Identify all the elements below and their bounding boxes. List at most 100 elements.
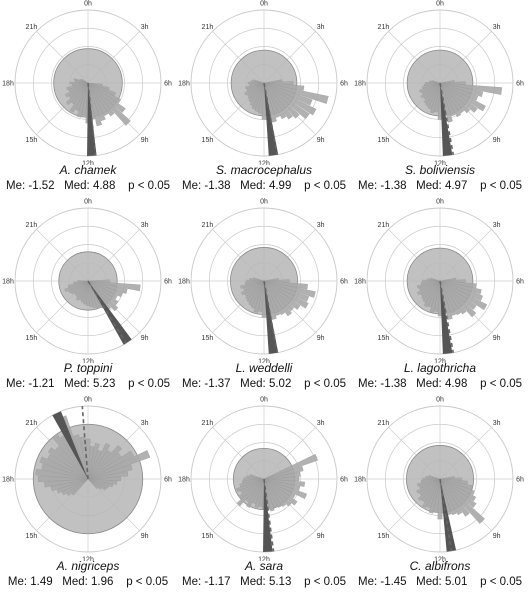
mean-value: -1.21 — [28, 378, 55, 390]
stats-line: Me: -1.37 Med: 5.02 p < 0.05 — [176, 377, 352, 391]
hour-tick-label: 9h — [141, 137, 149, 144]
species-title: A. chamek — [59, 163, 117, 177]
histogram-bar — [263, 280, 316, 298]
hour-tick-label: 15h — [202, 335, 214, 342]
histogram-bar — [439, 478, 477, 502]
histogram-bar — [263, 478, 300, 491]
histogram-bar — [87, 82, 116, 96]
histogram-bar — [263, 280, 286, 316]
hour-tick-label: 9h — [493, 335, 501, 342]
hour-tick-label: 3h — [317, 24, 325, 31]
histogram-bar — [417, 478, 441, 502]
histogram-bar — [439, 82, 453, 123]
circular-plot: 0h 3h 6h 9h 12h 15h 18h 21h — [2, 199, 172, 364]
hour-tick-label: 21h — [378, 24, 390, 31]
histogram-bar — [439, 280, 488, 311]
histogram-bar — [263, 280, 310, 302]
med-label: Med: — [240, 576, 266, 588]
p-value: p < 0.05 — [128, 180, 171, 192]
histogram-bar — [263, 478, 308, 499]
histogram-bar — [87, 280, 101, 309]
mean-value: -1.17 — [204, 576, 231, 588]
hour-tick-label: 0h — [436, 1, 444, 8]
histogram-bar — [439, 478, 463, 516]
histogram-bar — [263, 280, 308, 290]
median-line — [439, 280, 455, 353]
histogram-bar — [263, 280, 292, 317]
histogram-bar — [87, 280, 123, 298]
histogram-bar — [85, 438, 91, 480]
species-title: A. sara — [244, 559, 283, 573]
histogram-bar — [439, 81, 466, 85]
median-line — [439, 82, 455, 155]
species-title: S. boliviensis — [404, 163, 476, 177]
mean-value: -1.52 — [28, 180, 55, 192]
histogram-bar — [252, 478, 265, 505]
histogram-bar — [66, 478, 89, 496]
hour-tick-label: 21h — [26, 420, 38, 427]
me-label: Me: — [357, 378, 378, 390]
me-label: Me: — [357, 576, 378, 588]
hour-tick-label: 15h — [378, 335, 390, 342]
histogram-bar — [439, 478, 477, 508]
histogram-bar — [439, 280, 462, 316]
p-value: p < 0.05 — [304, 378, 347, 390]
histogram-bar — [439, 82, 484, 98]
hour-tick-label: 15h — [202, 137, 214, 144]
histogram-bar — [87, 471, 129, 480]
p-value: p < 0.05 — [126, 576, 169, 588]
mean-value: -1.37 — [204, 378, 231, 390]
histogram-bar — [263, 82, 329, 104]
histogram-bar — [87, 478, 99, 490]
hour-tick-label: 21h — [26, 24, 38, 31]
med-label: Med: — [240, 378, 266, 390]
species-title: S. macrocephalus — [215, 163, 313, 177]
me-label: Me: — [5, 378, 26, 390]
histogram-bar — [55, 446, 89, 480]
hour-tick-label: 18h — [354, 279, 366, 286]
histogram-bar — [50, 478, 89, 492]
histogram-bar — [253, 280, 265, 313]
histogram-bar — [439, 280, 477, 318]
hour-tick-label: 9h — [493, 137, 501, 144]
p-value: p < 0.05 — [480, 378, 523, 390]
p-value: p < 0.05 — [128, 378, 171, 390]
circular-plot: 0h 3h 6h 9h 12h 15h 18h 21h — [178, 199, 348, 364]
circular-plot: 0h 3h 6h 9h 12h 15h 18h 21h — [354, 1, 524, 166]
histogram-bar — [253, 277, 265, 282]
histogram-bar — [439, 478, 475, 496]
histogram-bar — [87, 280, 119, 306]
histogram-bar — [87, 82, 106, 122]
histogram-bar — [263, 478, 275, 512]
histogram-bar — [431, 79, 441, 84]
histogram-bar — [263, 453, 319, 480]
histogram-bar — [249, 474, 265, 480]
histogram-bar — [261, 82, 267, 120]
histogram-bar — [240, 280, 265, 296]
histogram-bar — [253, 79, 265, 84]
species-title: P. toppini — [63, 361, 113, 375]
hour-tick-label: 18h — [2, 81, 14, 88]
histogram-bar — [439, 280, 453, 320]
histogram-bar — [87, 280, 97, 309]
hour-tick-label: 0h — [260, 1, 268, 8]
histogram-bar — [439, 82, 462, 118]
median-line — [439, 478, 453, 552]
histogram-bar — [87, 280, 119, 312]
mean-value: -1.38 — [380, 180, 407, 192]
med-label: Med: — [64, 378, 90, 390]
hour-tick-label: 3h — [141, 24, 149, 31]
histogram-bar — [422, 478, 441, 508]
histogram-bar — [263, 82, 313, 106]
histogram-bar — [423, 280, 441, 308]
histogram-bar — [437, 478, 443, 520]
median-value: 5.13 — [268, 576, 292, 588]
histogram-bar — [87, 452, 122, 480]
histogram-bar — [439, 478, 470, 517]
histogram-bar — [426, 478, 441, 509]
hour-tick-label: 12h — [258, 161, 270, 166]
histogram-bar — [263, 478, 292, 507]
histogram-bar — [416, 478, 441, 494]
hour-tick-label: 9h — [493, 533, 501, 540]
med-label: Med: — [62, 576, 88, 588]
